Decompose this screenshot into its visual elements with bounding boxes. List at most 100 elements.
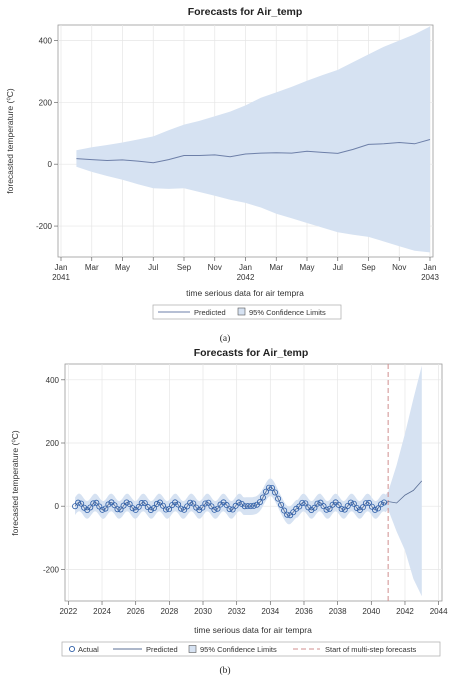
actual-point	[75, 499, 82, 506]
y-tick-label: 400	[46, 376, 60, 385]
chart-b-actual-markers	[72, 484, 388, 519]
actual-point	[247, 503, 254, 510]
chart-b-legend	[61, 641, 441, 657]
actual-point	[372, 506, 379, 513]
actual-point	[311, 504, 318, 511]
actual-point	[232, 502, 239, 509]
chart-a-legend	[152, 304, 342, 320]
actual-point	[217, 501, 224, 508]
actual-point	[284, 511, 291, 518]
x-tick-label: Mar	[269, 263, 283, 272]
actual-point	[114, 506, 121, 513]
actual-point	[378, 501, 385, 508]
actual-point	[150, 505, 157, 512]
x-tick-label: 2040	[362, 607, 380, 616]
actual-point	[90, 500, 97, 507]
y-tick-label: -200	[43, 565, 60, 574]
actual-point	[93, 499, 100, 506]
x-tick-label: Sep	[361, 263, 376, 272]
caption-b: (b)	[219, 665, 230, 676]
chart-b-y-ticks: -200 0 200 400	[43, 376, 65, 574]
actual-point	[138, 500, 145, 507]
actual-point	[126, 501, 133, 508]
actual-point	[96, 503, 103, 510]
actual-point	[244, 503, 251, 510]
actual-point	[175, 501, 182, 508]
chart-b-y-label: forecasted temperature (⁰C)	[10, 430, 20, 536]
actual-point	[156, 499, 163, 506]
actual-point	[317, 499, 324, 506]
x-tick-label: Jul	[148, 263, 158, 272]
actual-point	[338, 505, 345, 512]
actual-point	[214, 505, 221, 512]
actual-point	[353, 504, 360, 511]
chart-b-title: Forecasts for Air_temp	[194, 347, 309, 359]
x-tick-year-label: 2042	[237, 273, 255, 282]
actual-point	[229, 506, 236, 513]
x-tick-label: 2042	[396, 607, 414, 616]
actual-point	[132, 506, 139, 513]
actual-point	[375, 505, 382, 512]
actual-point	[129, 505, 136, 512]
x-tick-label: 2024	[93, 607, 111, 616]
actual-point	[299, 499, 306, 506]
x-tick-label: 2022	[59, 607, 77, 616]
actual-point	[120, 502, 127, 509]
x-tick-label: Jan	[239, 263, 252, 272]
actual-point	[178, 505, 185, 512]
actual-point	[123, 499, 130, 506]
actual-point	[350, 500, 357, 507]
actual-point	[205, 499, 212, 506]
x-tick-label: 2044	[430, 607, 448, 616]
actual-point	[265, 484, 272, 491]
actual-point	[187, 499, 194, 506]
chart-a-confidence-band	[76, 26, 431, 253]
actual-point	[281, 507, 288, 514]
actual-point	[211, 506, 218, 513]
x-tick-label: 2032	[228, 607, 246, 616]
actual-point	[335, 501, 342, 508]
actual-point	[111, 502, 118, 509]
actual-point	[320, 503, 327, 510]
actual-point	[162, 506, 169, 513]
x-tick-label: Nov	[208, 263, 222, 272]
x-tick-label: May	[115, 263, 130, 272]
y-tick-label: 400	[39, 36, 53, 45]
legend-b-refline: Start of multi-step forecasts	[325, 645, 417, 654]
actual-point	[141, 500, 148, 507]
actual-point	[153, 500, 160, 507]
chart-a-y-ticks: -200 0 200 400	[36, 36, 58, 231]
chart-a-predicted-line	[76, 139, 431, 164]
y-tick-label: -200	[36, 222, 53, 231]
actual-point	[181, 506, 188, 513]
x-tick-label: 2038	[329, 607, 347, 616]
actual-point	[102, 505, 109, 512]
x-tick-label: May	[299, 263, 314, 272]
actual-point	[272, 489, 279, 496]
x-tick-label: 2034	[261, 607, 279, 616]
legend-b-actual-swatch	[68, 645, 76, 653]
chart-a-y-label: forecasted temperature (⁰C)	[5, 88, 15, 194]
actual-point	[256, 499, 263, 506]
actual-point	[344, 502, 351, 509]
actual-point	[99, 506, 106, 513]
actual-point	[223, 502, 230, 509]
actual-point	[226, 506, 233, 513]
actual-point	[117, 506, 124, 513]
actual-point	[184, 503, 191, 510]
chart-a-title: Forecasts for Air_temp	[188, 6, 303, 18]
legend-a-predicted: Predicted	[194, 308, 226, 317]
actual-point	[359, 504, 366, 511]
actual-point	[262, 488, 269, 495]
y-tick-label: 200	[39, 98, 53, 107]
x-tick-label: 2036	[295, 607, 313, 616]
actual-point	[199, 504, 206, 511]
actual-point	[105, 501, 112, 508]
x-tick-label: Jan	[424, 263, 437, 272]
actual-point	[159, 502, 166, 509]
x-tick-year-label: 2041	[52, 273, 70, 282]
actual-point	[135, 503, 142, 510]
x-tick-year-label: 2043	[421, 273, 439, 282]
